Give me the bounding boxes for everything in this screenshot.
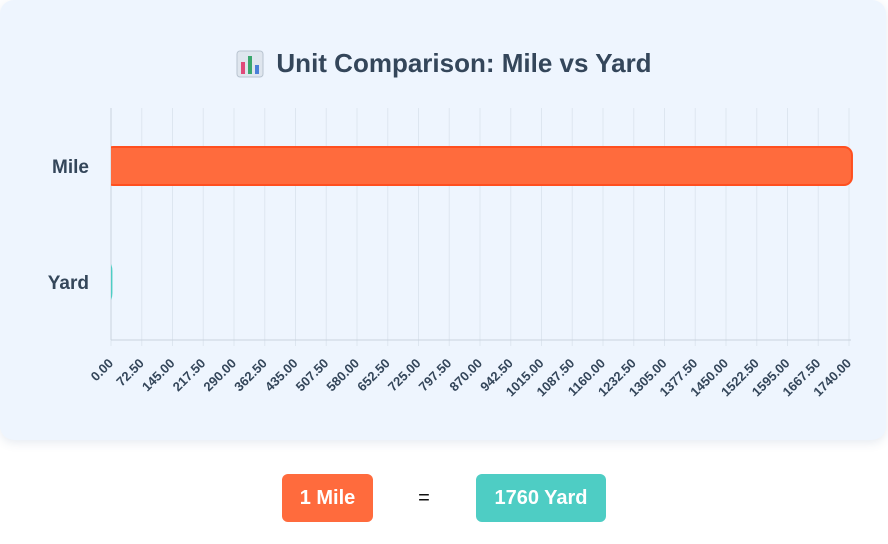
bar-yard — [111, 264, 113, 300]
x-tick-label: 652.50 — [354, 356, 393, 395]
chart-card — [0, 0, 886, 440]
x-tick-label: 507.50 — [293, 356, 332, 395]
category-label-yard: Yard — [48, 273, 89, 294]
chart-title: Unit Comparison: Mile vs Yard — [276, 48, 652, 78]
x-tick-label: 435.00 — [262, 356, 301, 395]
mile-result-badge: 1 Mile — [282, 474, 373, 522]
equals-sign: = — [418, 486, 430, 509]
x-tick-label: 797.50 — [416, 356, 455, 395]
x-tick-label: 362.50 — [231, 356, 270, 395]
x-tick-label: 870.00 — [446, 356, 485, 395]
bar-chart-icon — [236, 50, 264, 77]
bar-mile — [111, 146, 853, 186]
category-label-mile: Mile — [52, 157, 89, 178]
bar-chart: 0.0072.50145.00217.50290.00362.50435.005… — [48, 108, 854, 399]
x-tick-label: 290.00 — [200, 356, 239, 395]
x-tick-label: 217.50 — [170, 356, 209, 395]
x-tick-label: 0.00 — [88, 356, 117, 385]
yard-result-badge: 1760 Yard — [476, 474, 606, 522]
x-tick-label: 580.00 — [323, 356, 362, 395]
x-tick-label: 725.00 — [385, 356, 424, 395]
conversion-result: 1 Mile = 1760 Yard — [0, 474, 888, 522]
chart-title-row: Unit Comparison: Mile vs Yard — [0, 48, 888, 79]
x-tick-label: 145.00 — [139, 356, 178, 395]
